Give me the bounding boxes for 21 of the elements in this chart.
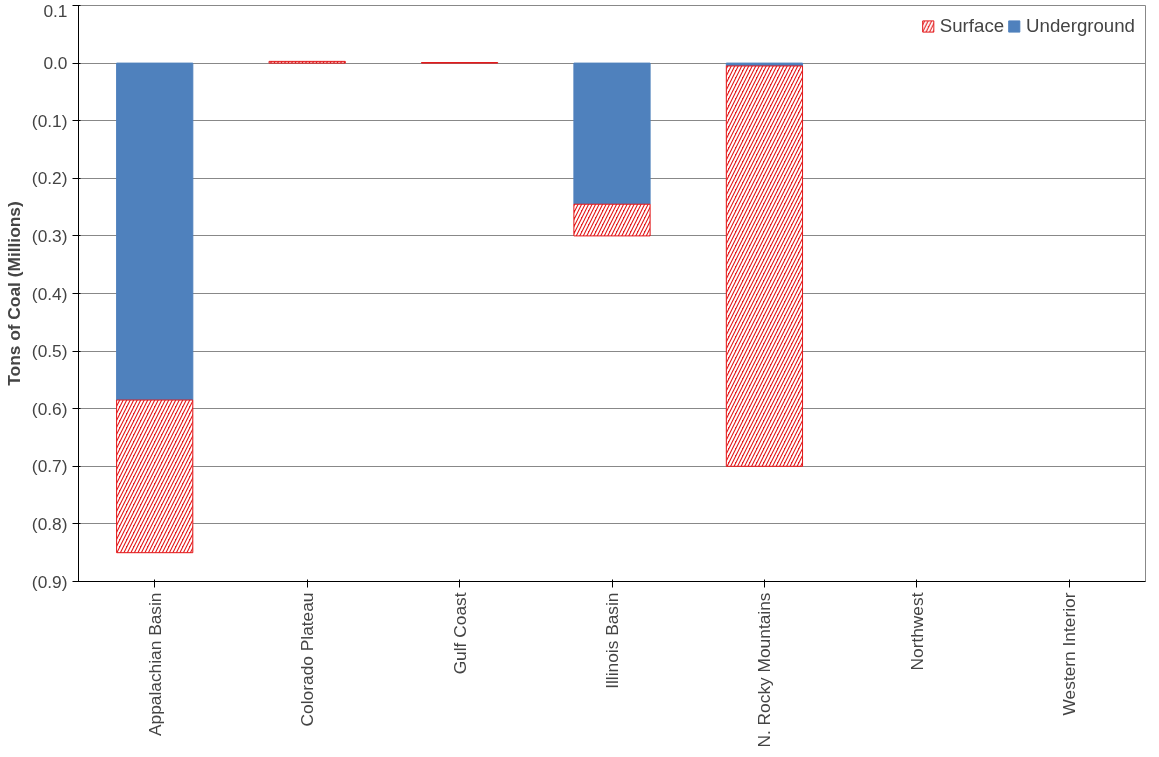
x-tick-label: Illinois Basin	[602, 592, 622, 689]
y-tick-label: (0.1)	[31, 110, 68, 131]
y-tick-label: (0.9)	[31, 571, 68, 592]
x-tick-label: N. Rocky Mountains	[754, 592, 775, 748]
y-tick-label: (0.6)	[31, 398, 68, 419]
x-tick-label: Western Interior	[1059, 592, 1080, 716]
y-tick-label: (0.3)	[31, 225, 68, 246]
x-tick-label: Colorado Plateau	[297, 592, 318, 727]
y-tick-label: (0.4)	[31, 283, 68, 304]
y-tick-label: (0.8)	[31, 513, 68, 534]
legend-label: Underground	[1026, 15, 1135, 37]
y-tick-label: (0.2)	[31, 168, 68, 189]
x-tick-label: Appalachian Basin	[144, 592, 165, 737]
y-tick-label: 0.0	[43, 53, 68, 74]
x-tick-label: Northwest	[906, 592, 927, 671]
y-axis-title: Tons of Coal (Millions)	[3, 201, 24, 386]
x-tick-label: Gulf Coast	[449, 592, 470, 675]
y-tick-label: 0.1	[43, 0, 68, 21]
y-tick-label: (0.7)	[31, 456, 68, 477]
y-tick-label: (0.5)	[31, 341, 68, 362]
legend-label: Surface	[939, 15, 1005, 37]
